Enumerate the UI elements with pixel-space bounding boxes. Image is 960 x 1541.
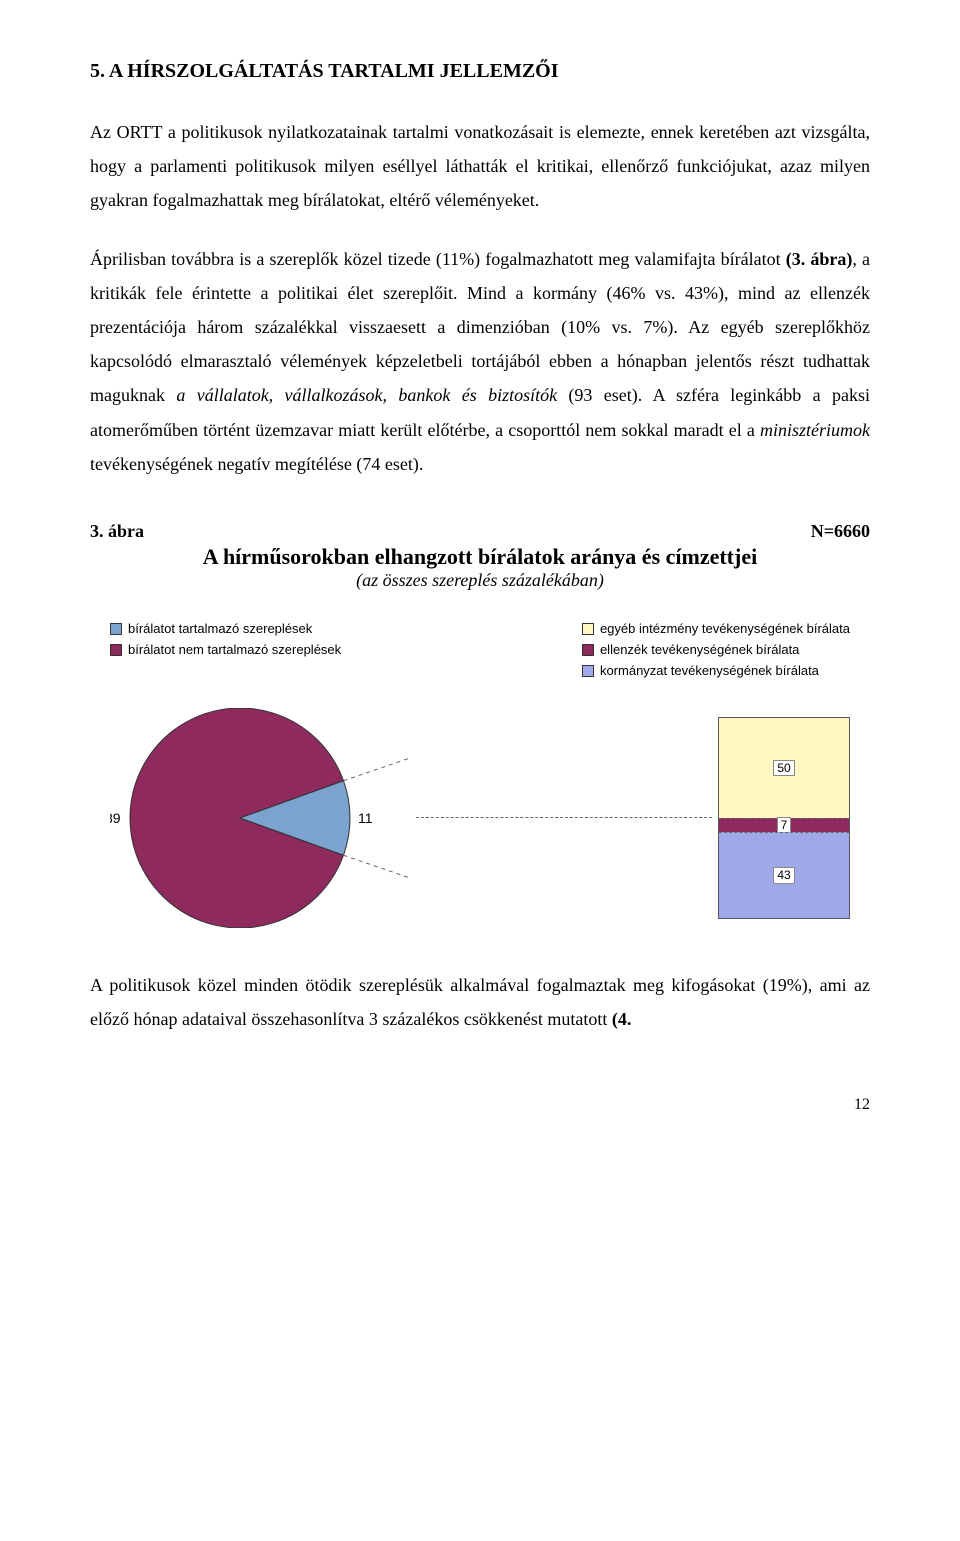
legend-label: bírálatot tartalmazó szereplések xyxy=(128,621,312,636)
para2-italic-1: a vállalatok, vállalkozások, bankok és b… xyxy=(176,385,557,405)
para2-part-g: tevékenységének negatív megítélése (74 e… xyxy=(90,454,423,474)
stacked-segment-label: 43 xyxy=(773,867,794,883)
legend-label: bírálatot nem tartalmazó szereplések xyxy=(128,642,341,657)
page-number: 12 xyxy=(90,1096,870,1114)
para3-bold-figref: (4. xyxy=(612,1009,632,1029)
para2-italic-2: minisztériumok xyxy=(760,420,870,440)
stacked-bar: 50 7 43 xyxy=(718,717,850,919)
legend-swatch xyxy=(110,623,122,635)
legend-left: bírálatot tartalmazó szereplések bírálato… xyxy=(110,621,341,678)
pie-label-89: 89 xyxy=(110,810,121,826)
legend-swatch xyxy=(582,623,594,635)
legend-item: bírálatot tartalmazó szereplések xyxy=(110,621,341,636)
pie-chart-wrap: 89 11 xyxy=(110,708,410,928)
legend-item: ellenzék tevékenységének bírálata xyxy=(582,642,850,657)
stacked-segment: 50 xyxy=(719,718,849,818)
legend-label: kormányzat tevékenységének bírálata xyxy=(600,663,819,678)
stacked-segment: 43 xyxy=(719,832,849,918)
connector-line xyxy=(416,817,712,818)
figure-label-left: 3. ábra xyxy=(90,521,144,542)
pie-chart: 89 11 xyxy=(110,708,410,928)
legend-label: egyéb intézmény tevékenységének bírálata xyxy=(600,621,850,636)
legend-item: egyéb intézmény tevékenységének bírálata xyxy=(582,621,850,636)
para2-bold-figref: (3. ábra) xyxy=(786,249,853,269)
pie-leader-line xyxy=(343,758,410,781)
legend-row: bírálatot tartalmazó szereplések bírálato… xyxy=(110,621,850,678)
legend-right: egyéb intézmény tevékenységének bírálata… xyxy=(582,621,850,678)
pie-label-11: 11 xyxy=(358,810,373,826)
figure-subtitle: (az összes szereplés százalékában) xyxy=(90,570,870,591)
figure-header: 3. ábra N=6660 xyxy=(90,521,870,542)
pie-leader-line xyxy=(343,855,410,878)
stacked-segment: 7 xyxy=(719,818,849,832)
paragraph-2: Áprilisban továbbra is a szereplők közel… xyxy=(90,242,870,481)
stacked-segment-label: 50 xyxy=(773,760,794,776)
legend-swatch xyxy=(582,665,594,677)
legend-item: kormányzat tevékenységének bírálata xyxy=(582,663,850,678)
figure-label-right: N=6660 xyxy=(811,521,870,542)
legend-swatch xyxy=(110,644,122,656)
section-heading: 5. A HÍRSZOLGÁLTATÁS TARTALMI JELLEMZŐI xyxy=(90,60,870,83)
paragraph-1: Az ORTT a politikusok nyilatkozatainak t… xyxy=(90,115,870,218)
figure-title: A hírműsorokban elhangzott bírálatok ará… xyxy=(90,544,870,570)
paragraph-3: A politikusok közel minden ötödik szerep… xyxy=(90,968,870,1036)
charts-row: 89 11 50 7 43 xyxy=(110,708,850,928)
legend-swatch xyxy=(582,644,594,656)
legend-item: bírálatot nem tartalmazó szereplések xyxy=(110,642,341,657)
legend-label: ellenzék tevékenységének bírálata xyxy=(600,642,799,657)
page: 5. A HÍRSZOLGÁLTATÁS TARTALMI JELLEMZŐI … xyxy=(0,0,960,1154)
para3-part-a: A politikusok közel minden ötödik szerep… xyxy=(90,975,870,1029)
stacked-bar-wrap: 50 7 43 xyxy=(718,717,850,919)
para2-part-a: Áprilisban továbbra is a szereplők közel… xyxy=(90,249,786,269)
para2-part-c: , a kritikák fele érintette a politikai … xyxy=(90,249,870,406)
